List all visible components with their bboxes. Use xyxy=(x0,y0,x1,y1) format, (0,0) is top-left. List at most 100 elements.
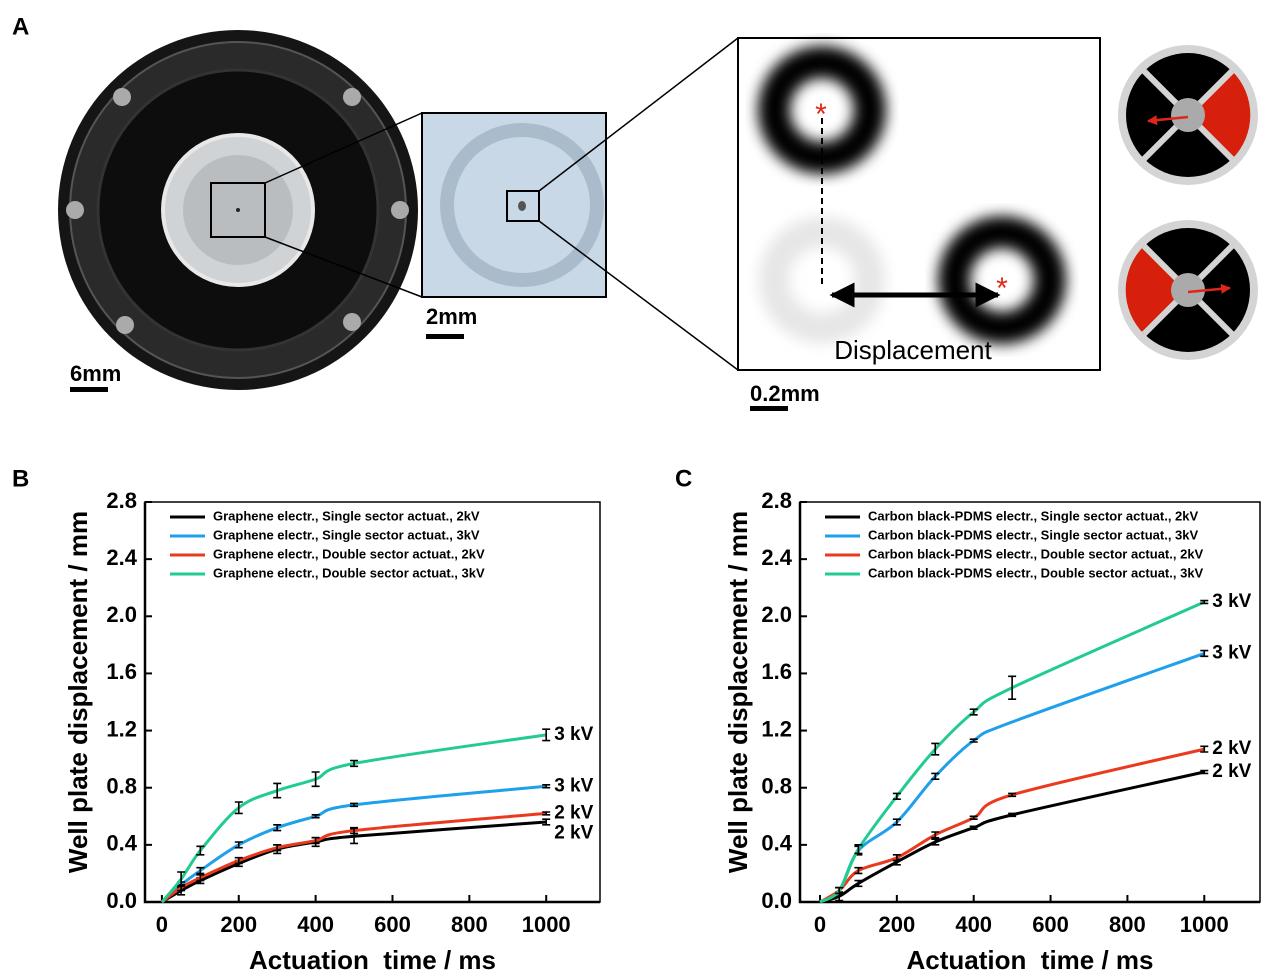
error-bar xyxy=(542,728,551,742)
error-bar xyxy=(311,814,320,819)
error-bar xyxy=(234,856,243,865)
scale-label: 6mm xyxy=(70,361,121,386)
error-bar xyxy=(196,866,205,875)
center-marker: * xyxy=(996,272,1008,305)
error-bar xyxy=(835,886,844,895)
error-bar xyxy=(273,844,282,852)
error-bar xyxy=(273,824,282,832)
end-label: 3 kV xyxy=(554,775,593,796)
legend-label: Graphene electr., Single sector actuat.,… xyxy=(213,508,480,523)
actuation-diagram xyxy=(1118,45,1258,360)
y-tick-label: 1.6 xyxy=(761,659,792,684)
y-tick-label: 1.2 xyxy=(106,716,137,741)
legend-label: Carbon black-PDMS electr., Double sector… xyxy=(868,565,1204,580)
x-tick-label: 0 xyxy=(156,912,168,937)
x-tick-label: 600 xyxy=(374,912,411,937)
displacement-view xyxy=(737,37,1101,371)
end-label: 3 kV xyxy=(1212,642,1251,663)
legend: Graphene electr., Single sector actuat.,… xyxy=(170,508,485,580)
legend-label: Graphene electr., Single sector actuat.,… xyxy=(213,527,480,542)
series-line xyxy=(161,811,547,904)
y-tick-label: 1.6 xyxy=(106,659,137,684)
x-tick-label: 1000 xyxy=(1180,912,1229,937)
annotation: Displacement xyxy=(834,335,992,365)
scale-bars: 6mm 2mm 0.2mm xyxy=(70,304,820,411)
y-tick-label: 0.4 xyxy=(106,831,137,856)
legend-label: Carbon black-PDMS electr., Single sector… xyxy=(868,508,1198,523)
error-bar xyxy=(1200,649,1209,658)
end-label: 2 kV xyxy=(1212,761,1251,782)
error-bar xyxy=(350,759,359,768)
y-tick-label: 2.0 xyxy=(106,602,137,627)
y-axis-label: Well plate displacement / mm xyxy=(63,511,93,873)
panel-label: A xyxy=(12,13,29,40)
error-bar xyxy=(234,841,243,849)
error-bar xyxy=(931,831,940,839)
error-bar xyxy=(311,771,320,788)
error-bar xyxy=(969,708,978,716)
error-bar xyxy=(931,772,940,780)
end-label: 2 kV xyxy=(554,822,593,843)
y-axis-label: Well plate displacement / mm xyxy=(723,511,753,873)
x-tick-label: 800 xyxy=(451,912,488,937)
legend-label: Carbon black-PDMS electr., Single sector… xyxy=(868,527,1198,542)
y-tick-label: 2.4 xyxy=(761,545,792,570)
y-tick-label: 0.0 xyxy=(761,888,792,913)
x-tick-label: 600 xyxy=(1032,912,1069,937)
x-tick-label: 0 xyxy=(814,912,826,937)
scale-label: 0.2mm xyxy=(750,381,820,406)
error-bar xyxy=(931,742,940,756)
zoom-line xyxy=(538,220,739,371)
panel-label: C xyxy=(675,465,692,492)
y-tick-label: 2.4 xyxy=(106,545,137,570)
zoom-line xyxy=(264,112,423,184)
y-tick-label: 2.8 xyxy=(761,488,792,513)
error-bar xyxy=(196,874,205,882)
y-tick-label: 2.0 xyxy=(761,602,792,627)
legend: Carbon black-PDMS electr., Single sector… xyxy=(825,508,1204,580)
error-bar xyxy=(542,818,551,826)
error-bar xyxy=(196,845,205,856)
panel-label: B xyxy=(12,465,29,492)
error-bar xyxy=(1008,675,1017,700)
device-photo xyxy=(58,30,418,390)
error-bar xyxy=(854,844,863,855)
x-axis-label: Actuation time / ms xyxy=(906,945,1153,975)
center-marker: * xyxy=(815,98,827,131)
error-bar xyxy=(1200,769,1209,775)
y-tick-label: 0.4 xyxy=(761,831,792,856)
end-label: 3 kV xyxy=(554,724,593,745)
y-tick-label: 2.8 xyxy=(106,488,137,513)
error-bar xyxy=(892,792,901,800)
error-bar xyxy=(892,854,901,862)
series-line xyxy=(819,600,1205,904)
error-bar xyxy=(1200,599,1209,605)
zoom-photo xyxy=(421,112,607,298)
error-bar xyxy=(1008,812,1017,818)
legend-label: Graphene electr., Double sector actuat.,… xyxy=(213,546,485,561)
x-tick-label: 1000 xyxy=(522,912,571,937)
zoom-line xyxy=(538,37,739,192)
end-label: 3 kV xyxy=(1212,591,1251,612)
error-bar xyxy=(1008,792,1017,798)
error-bar xyxy=(542,811,551,816)
x-tick-label: 400 xyxy=(297,912,334,937)
legend-label: Carbon black-PDMS electr., Double sector… xyxy=(868,546,1204,561)
scale-label: 2mm xyxy=(426,304,477,329)
series-line xyxy=(819,747,1205,904)
end-label: 2 kV xyxy=(554,802,593,823)
zoom-line xyxy=(264,236,423,298)
y-tick-label: 0.0 xyxy=(106,888,137,913)
x-tick-label: 800 xyxy=(1109,912,1146,937)
y-tick-label: 0.8 xyxy=(761,774,792,799)
y-tick-label: 0.8 xyxy=(106,774,137,799)
error-bar xyxy=(177,871,186,888)
legend-label: Graphene electr., Double sector actuat.,… xyxy=(213,565,485,580)
error-bar xyxy=(1200,745,1209,753)
series-line xyxy=(160,733,547,903)
y-tick-label: 1.2 xyxy=(761,716,792,741)
x-tick-label: 200 xyxy=(878,912,915,937)
x-tick-label: 200 xyxy=(220,912,257,937)
error-bar xyxy=(892,818,901,826)
